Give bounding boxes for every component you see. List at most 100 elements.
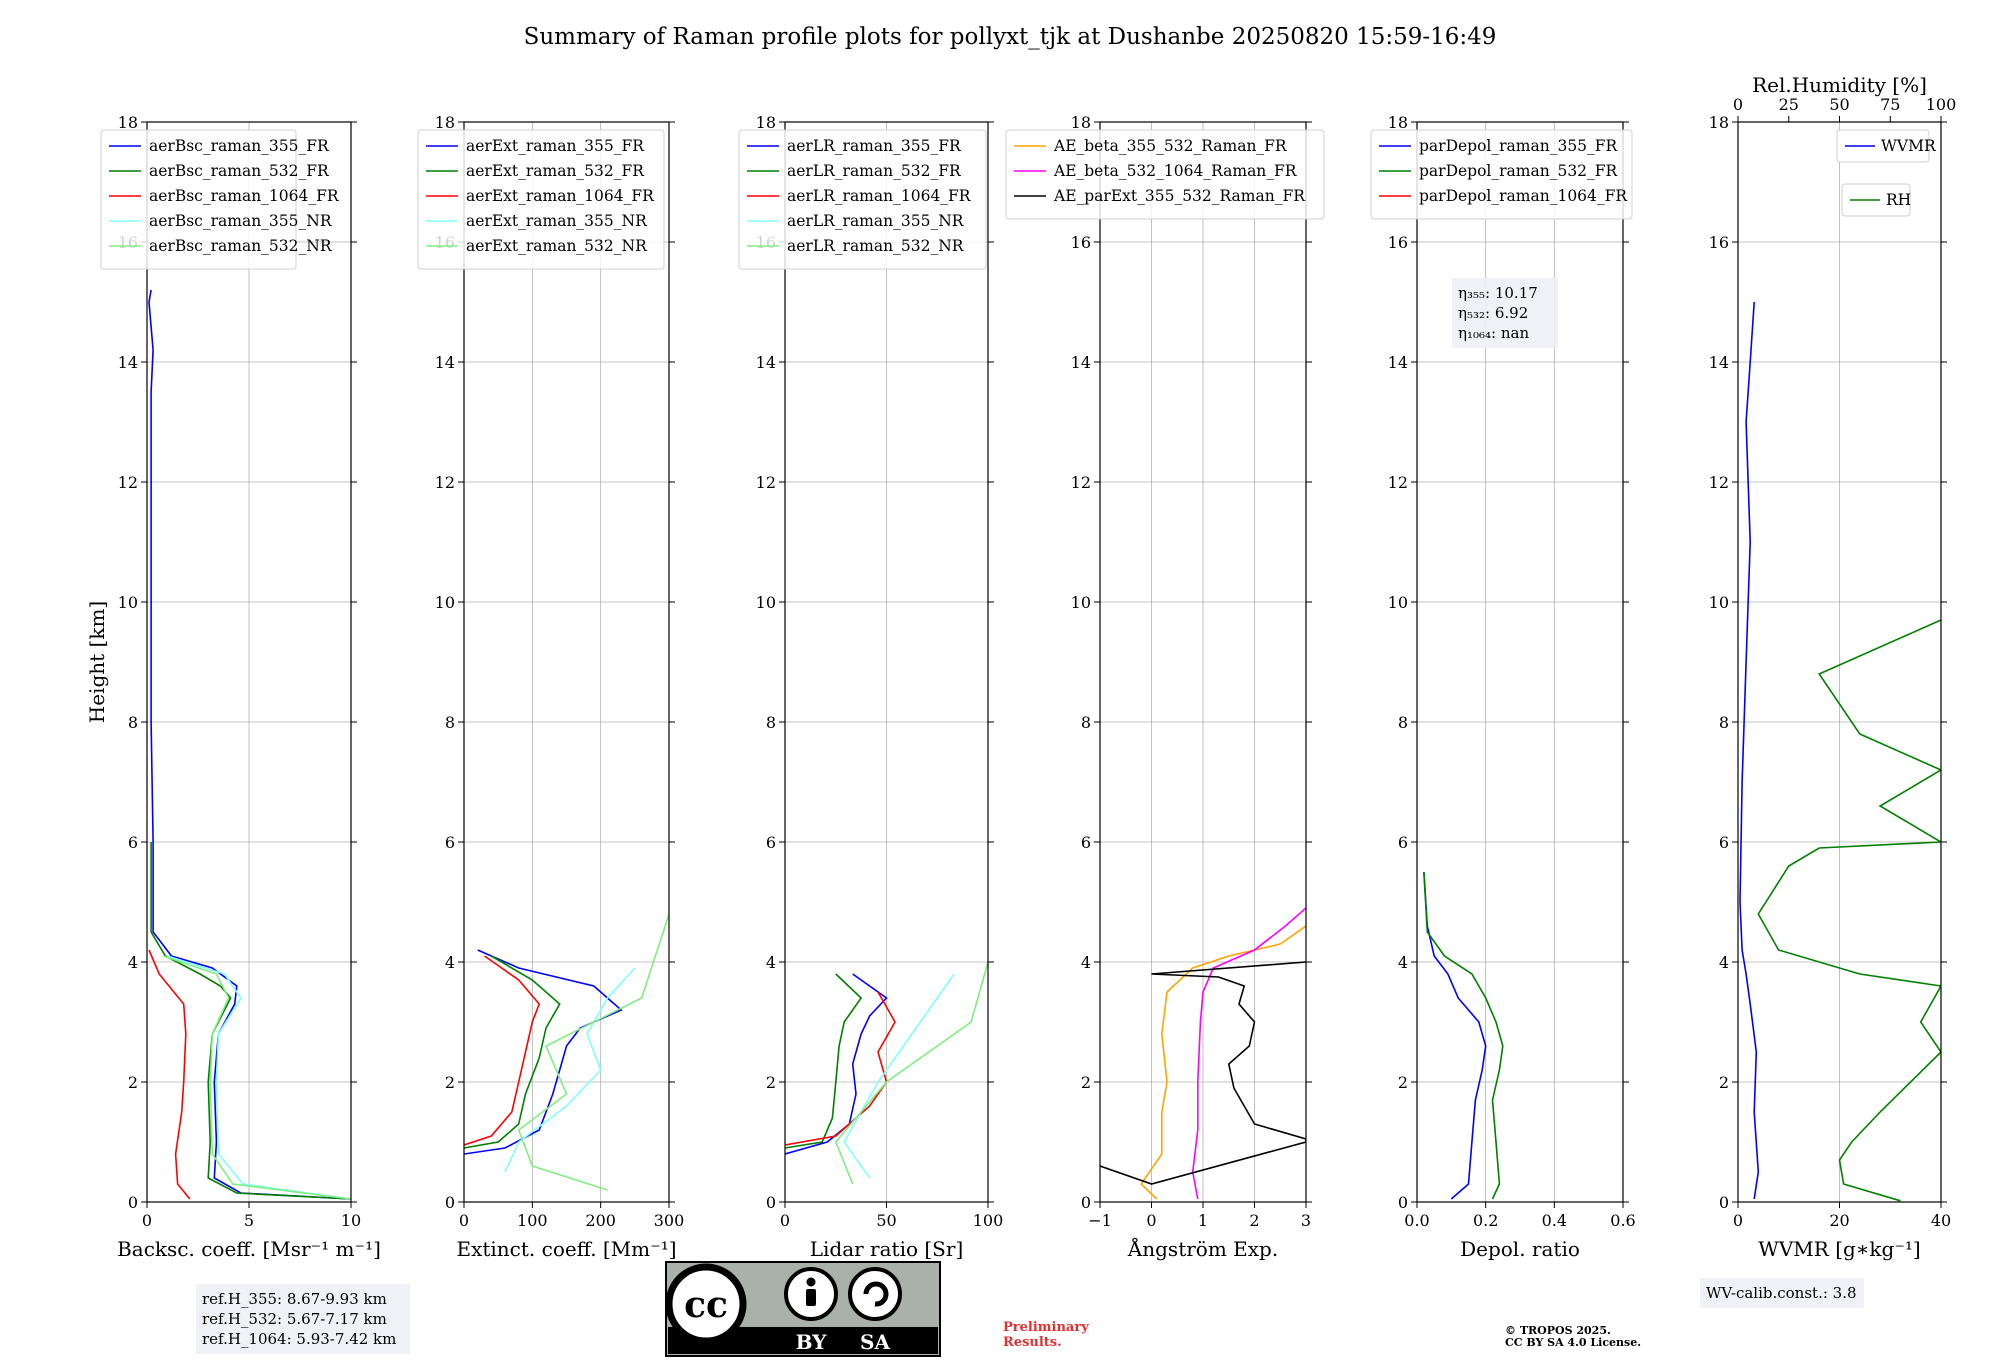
y-tick-label: 16: [1388, 233, 1408, 252]
legend-label: aerLR_raman_532_FR: [787, 162, 962, 180]
x2-tick-label: 50: [1829, 95, 1849, 114]
legend: aerLR_raman_355_FR aerLR_raman_532_FR aerL…: [738, 129, 987, 270]
grid: [785, 122, 988, 1202]
grid: [464, 122, 669, 1202]
y-tick-label: 6: [1081, 833, 1091, 852]
series-line-aerLR_raman_355_NR: [843, 973, 955, 1179]
preliminary-text: Preliminary: [1003, 1320, 1089, 1335]
y-tick-label: 8: [1081, 713, 1091, 732]
legend-label: RH: [1886, 191, 1911, 209]
y-tick-label: 12: [1388, 473, 1408, 492]
y-axis-label: Height [km]: [85, 601, 109, 723]
x-tick-label: 1: [1198, 1211, 1208, 1230]
annotation-bg: [1452, 278, 1558, 348]
y-tick-label: 10: [756, 593, 776, 612]
legend-label: aerExt_raman_1064_FR: [466, 187, 655, 205]
series-group: [1100, 907, 1306, 1200]
x-tick-label: 3: [1301, 1211, 1311, 1230]
y-tick-label: 18: [118, 113, 138, 132]
legend: WVMR RH: [1836, 129, 1937, 217]
y-tick-label: 0: [1398, 1193, 1408, 1212]
y-tick-label: 8: [766, 713, 776, 732]
series-line-aerLR_raman_532_NR: [834, 961, 988, 1185]
x-tick-label: 10: [341, 1211, 361, 1230]
y-tick-label: 14: [435, 353, 455, 372]
legend-box: [1370, 129, 1633, 220]
preliminary-text: Results.: [1003, 1335, 1062, 1350]
legend-box: [417, 129, 665, 270]
x-tick-label: 5: [244, 1211, 254, 1230]
y-tick-label: 2: [1719, 1073, 1729, 1092]
legend-label: aerExt_raman_355_FR: [466, 137, 645, 155]
annotation-box: ref.H_355: 8.67-9.93 km ref.H_532: 5.67-7…: [196, 1284, 410, 1354]
copyright-text: © TROPOS 2025.: [1505, 1324, 1611, 1337]
x-axis-label: Lidar ratio [Sr]: [810, 1237, 964, 1261]
annotation-text: ref.H_355: 8.67-9.93 km: [202, 1290, 387, 1308]
axes-frame: [1416, 121, 1624, 1203]
series-line-aerBsc_raman_532_FR: [150, 842, 351, 1200]
series-group: [464, 913, 669, 1191]
y-tick-label: 2: [1081, 1073, 1091, 1092]
legend-label: aerBsc_raman_355_NR: [149, 212, 333, 230]
figure-title: Summary of Raman profile plots for polly…: [524, 24, 1497, 50]
panel-1: 0510024681012141618Backsc. coeff. [Msr⁻¹…: [100, 113, 381, 1261]
y-tick-label: 4: [128, 953, 138, 972]
sa-arrow-icon: [863, 1281, 889, 1307]
grid: [147, 122, 351, 1202]
y-tick-label: 4: [1081, 953, 1091, 972]
annotation-box: WV-calib.const.: 3.8: [1700, 1278, 1864, 1308]
x-tick-label: 100: [517, 1211, 548, 1230]
x-axis-label: Backsc. coeff. [Msr⁻¹ m⁻¹]: [117, 1237, 381, 1261]
x-tick-label: 300: [654, 1211, 685, 1230]
series-line-aerExt_raman_532_FR: [464, 955, 561, 1149]
y-tick-label: 4: [1719, 953, 1729, 972]
panel-6: 0 20 40 0 2 4 6 8 10 12 14 16 18 WVMR [g∗kg⁻¹] 0 25 50 75…: [1709, 73, 1957, 1261]
legend-box: [738, 129, 987, 270]
x-axis-label: Depol. ratio: [1460, 1237, 1580, 1261]
x-tick-label: −1: [1088, 1211, 1112, 1230]
y-tick-label: 10: [1071, 593, 1091, 612]
annotation-text: η₃₅₅: 10.17: [1458, 284, 1538, 302]
axes-frame: [463, 121, 670, 1203]
x-tick-label: 0.6: [1610, 1211, 1635, 1230]
y-tick-label: 18: [1388, 113, 1408, 132]
x-tick-label: 0.2: [1473, 1211, 1498, 1230]
x2-tick-label: 0: [1733, 95, 1743, 114]
y-tick-label: 6: [1719, 833, 1729, 852]
series-line-aerBsc_raman_355_NR: [167, 955, 351, 1200]
y-tick-label: 14: [1709, 353, 1729, 372]
x-tick-label: 0: [459, 1211, 469, 1230]
y-tick-label: 0: [1081, 1193, 1091, 1212]
y-tick-label: 0: [445, 1193, 455, 1212]
series-line-aerExt_raman_532_NR: [517, 913, 669, 1191]
legend-label: aerBsc_raman_1064_FR: [149, 187, 340, 205]
y-tick-label: 18: [1071, 113, 1091, 132]
legend-label: aerBsc_raman_532_FR: [149, 162, 330, 180]
legend-label: aerExt_raman_355_NR: [466, 212, 648, 230]
panels: 0510024681012141618Backsc. coeff. [Msr⁻¹…: [100, 73, 1957, 1261]
y-tick-label: 12: [435, 473, 455, 492]
series-group: [785, 961, 988, 1185]
x-tick-label: 0: [780, 1211, 790, 1230]
y-tick-label: 14: [756, 353, 776, 372]
y-tick-label: 0: [128, 1193, 138, 1212]
y-tick-label: 14: [1388, 353, 1408, 372]
series-line-aerBsc_raman_1064_FR: [148, 949, 191, 1200]
y-tick-label: 6: [1398, 833, 1408, 852]
y-tick-label: 12: [1071, 473, 1091, 492]
y-tick-label: 2: [128, 1073, 138, 1092]
y-tick-label: 8: [1398, 713, 1408, 732]
x-axis-label: Extinct. coeff. [Mm⁻¹]: [456, 1237, 676, 1261]
legend-label: aerBsc_raman_355_FR: [149, 137, 330, 155]
series-line-AE_beta_532_1064_Raman_FR: [1191, 907, 1306, 1200]
sa-share-icon: [848, 1267, 902, 1321]
sa-label: SA: [860, 1330, 890, 1354]
legend-label: aerLR_raman_355_NR: [787, 212, 965, 230]
legend-label: aerLR_raman_1064_FR: [787, 187, 972, 205]
series-line-parDepol_raman_355_FR: [1423, 871, 1487, 1200]
series-line-parDepol_raman_532_FR: [1423, 871, 1504, 1200]
series-line-aerBsc_raman_355_FR: [148, 289, 351, 1200]
legend-label: AE_beta_532_1064_Raman_FR: [1053, 162, 1298, 180]
y-tick-label: 10: [435, 593, 455, 612]
